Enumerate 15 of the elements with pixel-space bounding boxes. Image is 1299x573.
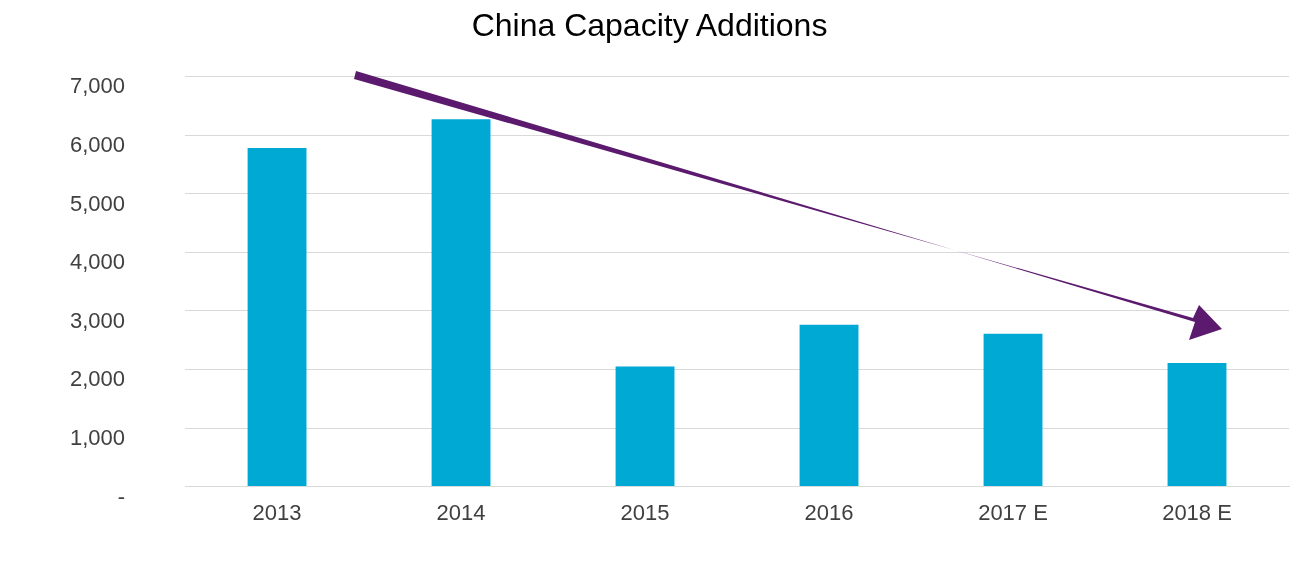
x-tick-label: 2013 [252, 499, 302, 525]
x-tick-label: 2018 E [1162, 499, 1232, 525]
y-tick-label: 3,000 [69, 307, 126, 333]
y-tick-label: 4,000 [69, 249, 126, 275]
x-tick-label: 2015 [620, 499, 670, 525]
y-tick-label: 1,000 [69, 425, 126, 451]
y-tick-label: 5,000 [69, 190, 126, 216]
x-tick-label: 2016 [804, 499, 854, 525]
y-tick-label: 6,000 [69, 132, 126, 158]
x-tick-label: 2014 [436, 499, 486, 525]
y-tick-label: 7,000 [69, 73, 126, 99]
x-tick-label: 2017 E [978, 499, 1048, 525]
chart-title: China Capacity Additions [471, 7, 828, 44]
y-tick-label: 2,000 [69, 366, 126, 392]
y-tick-label: - [117, 483, 126, 509]
